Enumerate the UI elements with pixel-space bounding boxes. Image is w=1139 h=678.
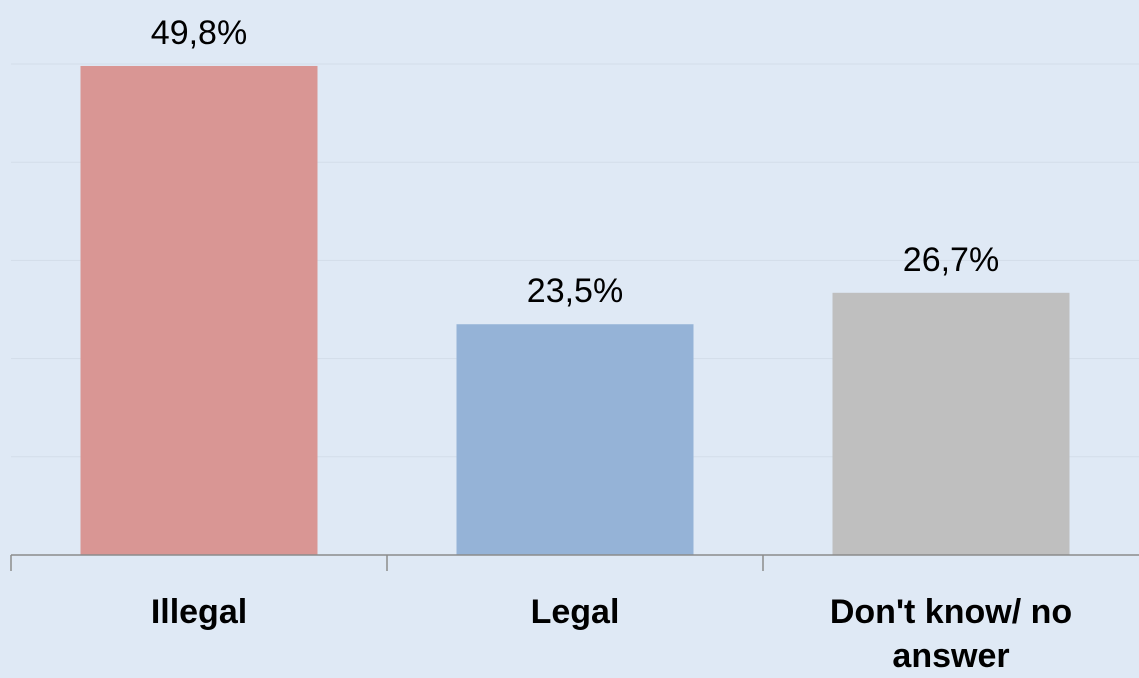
category-label-line: Don't know/ no bbox=[830, 593, 1072, 631]
bar-0 bbox=[80, 65, 318, 556]
bar-1 bbox=[456, 324, 694, 555]
bar-value-label: 49,8% bbox=[151, 14, 247, 52]
category-label-line: Illegal bbox=[151, 593, 247, 631]
category-labels: Illegal Legal Don't know/ no answer bbox=[151, 593, 1072, 675]
category-label: Don't know/ no answer bbox=[830, 593, 1072, 675]
bar-value-label: 23,5% bbox=[527, 272, 623, 310]
category-label-line: answer bbox=[892, 637, 1009, 675]
value-labels: 49,8% 23,5% 26,7% bbox=[151, 14, 999, 310]
bars bbox=[80, 65, 1070, 556]
category-label: Illegal bbox=[151, 593, 247, 631]
bar-2 bbox=[832, 292, 1070, 555]
x-axis-ticks bbox=[10, 555, 764, 571]
bar-value-label: 26,7% bbox=[903, 241, 999, 279]
category-label: Legal bbox=[531, 593, 620, 631]
category-label-line: Legal bbox=[531, 593, 620, 631]
